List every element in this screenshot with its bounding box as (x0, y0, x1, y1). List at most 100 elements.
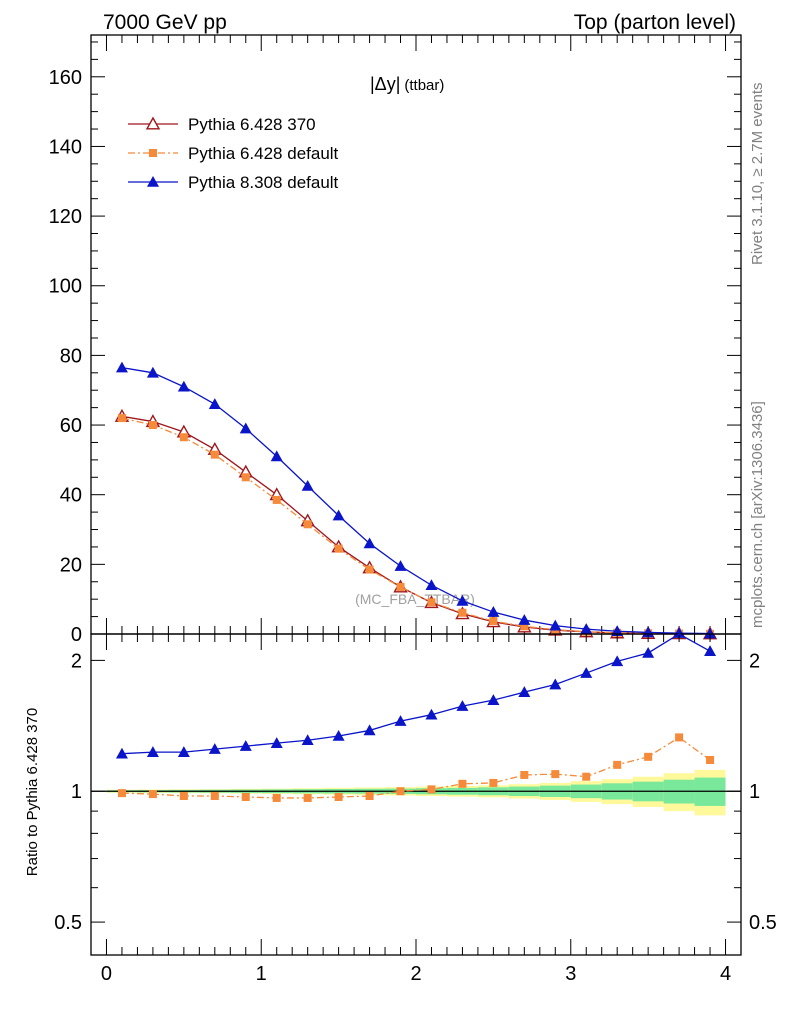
analysis-label: (MC_FBA_TTBAR) (355, 591, 475, 607)
ratio-point (675, 733, 684, 742)
legend-marker (147, 176, 159, 187)
rivet-label: Rivet 3.1.10, ≥ 2.7M events (749, 83, 766, 266)
main-ytick-label: 120 (49, 206, 82, 228)
ratio-point (704, 645, 717, 656)
ratio-point (518, 686, 531, 697)
observable-sub: (ttbar) (404, 77, 444, 94)
main-point (272, 495, 281, 504)
ratio-point (396, 787, 405, 796)
main-point (270, 450, 283, 462)
main-point (332, 509, 345, 521)
main-point (704, 627, 717, 639)
legend-label: Pythia 6.428 default (188, 144, 339, 163)
ratio-point (334, 792, 343, 801)
main-series-line (121, 417, 711, 635)
main-point (239, 422, 252, 434)
ratio-point (117, 789, 126, 798)
ratio-point (363, 724, 376, 736)
ratio-point (613, 760, 622, 769)
ratio-point (270, 737, 283, 748)
observable-main: |Δy| (370, 74, 400, 94)
ratio-xtick-label: 4 (720, 963, 731, 985)
ratio-point (148, 790, 157, 799)
main-point (458, 608, 467, 617)
ratio-point (549, 678, 562, 690)
main-point (456, 594, 469, 606)
ratio-point (489, 778, 498, 787)
ratio-xtick-label: 0 (101, 963, 112, 985)
ratio-point (208, 743, 221, 754)
legend-marker (145, 116, 161, 130)
main-point (363, 537, 376, 549)
ratio-ytick-label: 1 (71, 781, 82, 803)
main-point (518, 614, 531, 625)
main-point (365, 565, 374, 574)
ratio-xtick-label: 3 (565, 963, 576, 985)
header-right: Top (parton level) (574, 11, 736, 34)
main-point (394, 560, 407, 571)
observable-label: |Δy| (ttbar) (370, 74, 444, 94)
main-point (210, 450, 219, 459)
ratio-point (642, 646, 655, 658)
ratio-point (580, 667, 593, 678)
main-point (396, 582, 405, 591)
main-point (427, 598, 436, 607)
main-point (334, 544, 343, 553)
ratio-point (272, 793, 281, 802)
ratio-point (487, 694, 500, 705)
main-point (241, 473, 250, 482)
ratio-ytick-label-right: 1 (749, 781, 760, 803)
ratio-point (177, 746, 190, 757)
ratio-point (210, 792, 219, 801)
ratio-point (332, 729, 345, 741)
main-point (179, 433, 188, 442)
ratio-point (551, 770, 560, 779)
main-ytick-label: 160 (49, 67, 82, 89)
main-point (208, 398, 221, 409)
legend-label: Pythia 8.308 default (188, 173, 339, 192)
main-point (580, 623, 593, 634)
main-point (303, 520, 312, 529)
ratio-series (115, 633, 717, 759)
ratio-point (365, 792, 374, 801)
main-point (520, 622, 529, 631)
main-point (489, 617, 498, 626)
main-point (487, 606, 500, 617)
main-ytick-label: 0 (71, 624, 82, 646)
ratio-xtick-label: 1 (256, 963, 267, 985)
main-ytick-label: 100 (49, 276, 82, 298)
ratio-ytick-label-right: 2 (749, 650, 760, 672)
ratio-point (425, 708, 438, 720)
main-point (425, 579, 438, 591)
main-point (177, 380, 190, 392)
ratio-point (582, 772, 591, 781)
ratio-point (303, 793, 312, 802)
ratio-panel: 0.5 0.5 1 1 2 2 0 1 2 3 4 (54, 633, 777, 985)
ratio-point (644, 752, 653, 761)
ratio-ylabel: Ratio to Pythia 6.428 370 (24, 708, 41, 876)
ratio-point (179, 792, 188, 801)
ratio-series-line (121, 633, 711, 755)
main-ytick-label: 40 (60, 485, 82, 507)
ratio-series (117, 733, 715, 802)
ratio-ytick-label: 0.5 (54, 912, 82, 934)
main-ytick-label: 140 (49, 136, 82, 158)
ratio-point (394, 715, 407, 726)
legend-marker (149, 149, 157, 157)
ratio-point (239, 740, 252, 751)
ratio-point (241, 792, 250, 801)
legend-label: Pythia 6.428 370 (188, 115, 316, 134)
ratio-point (146, 746, 159, 757)
main-point (146, 366, 159, 378)
main-point (611, 625, 624, 637)
ratio-point (458, 779, 467, 788)
ratio-ytick-label: 2 (71, 650, 82, 672)
main-point (301, 479, 314, 491)
ratio-point (456, 700, 469, 711)
main-point (549, 619, 562, 631)
ratio-point (520, 770, 529, 779)
ratio-point (301, 734, 314, 746)
ratio-point (611, 655, 624, 667)
main-point (117, 414, 126, 423)
